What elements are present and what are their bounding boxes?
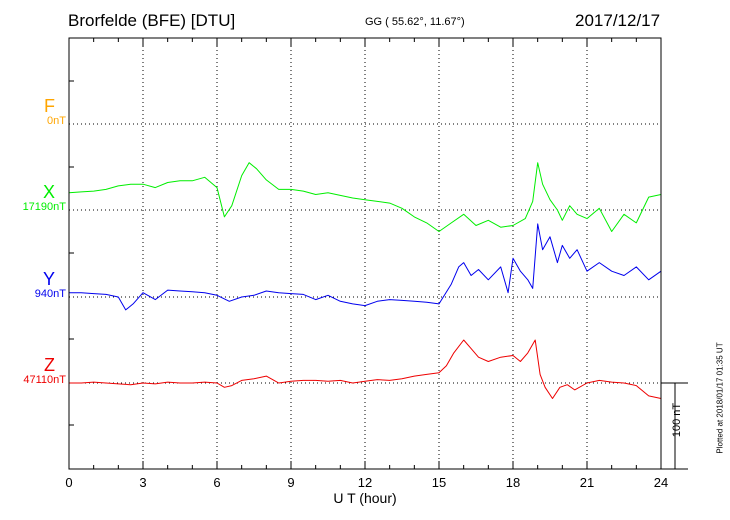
x-tick-label: 15 [432, 475, 446, 490]
baseline-label-z: 47110nT [23, 374, 66, 386]
station-title: Brorfelde (BFE) [DTU] [68, 11, 236, 30]
series-line-x [68, 162, 662, 232]
x-tick-label: 6 [213, 475, 220, 490]
x-tick-label: 9 [287, 475, 294, 490]
x-tick-label: 18 [506, 475, 520, 490]
series-line-z [69, 339, 662, 399]
x-tick-label: 3 [139, 475, 146, 490]
series-name-y: Y [42, 269, 55, 289]
grid-lines [69, 38, 661, 469]
series-traces [68, 162, 662, 399]
plotted-timestamp: Plotted at 2018/01/17 01:35 UT [715, 342, 725, 454]
x-tick-label: 0 [65, 475, 72, 490]
x-axis-title: U T (hour) [333, 490, 397, 506]
x-tick-label: 24 [654, 475, 668, 490]
axis-ticks: 0 3 6 9 12 15 18 21 24 [65, 38, 668, 490]
series-name-z: Z [44, 355, 55, 375]
series-line-y [69, 223, 662, 311]
x-tick-label: 21 [580, 475, 594, 490]
series-name-x: X [42, 182, 55, 202]
scale-bar-label: 100 nT [671, 402, 683, 438]
plot-date: 2017/12/17 [575, 11, 661, 30]
x-tick-label: 12 [358, 475, 372, 490]
scale-bar [661, 382, 688, 470]
series-name-f: F [44, 96, 55, 116]
station-coordinates: GG ( 55.62°, 11.67°) [365, 16, 465, 28]
baseline-label-f: 0nT [47, 115, 66, 127]
baseline-label-x: 17190nT [22, 201, 66, 213]
baseline-label-y: 940nT [34, 288, 66, 300]
